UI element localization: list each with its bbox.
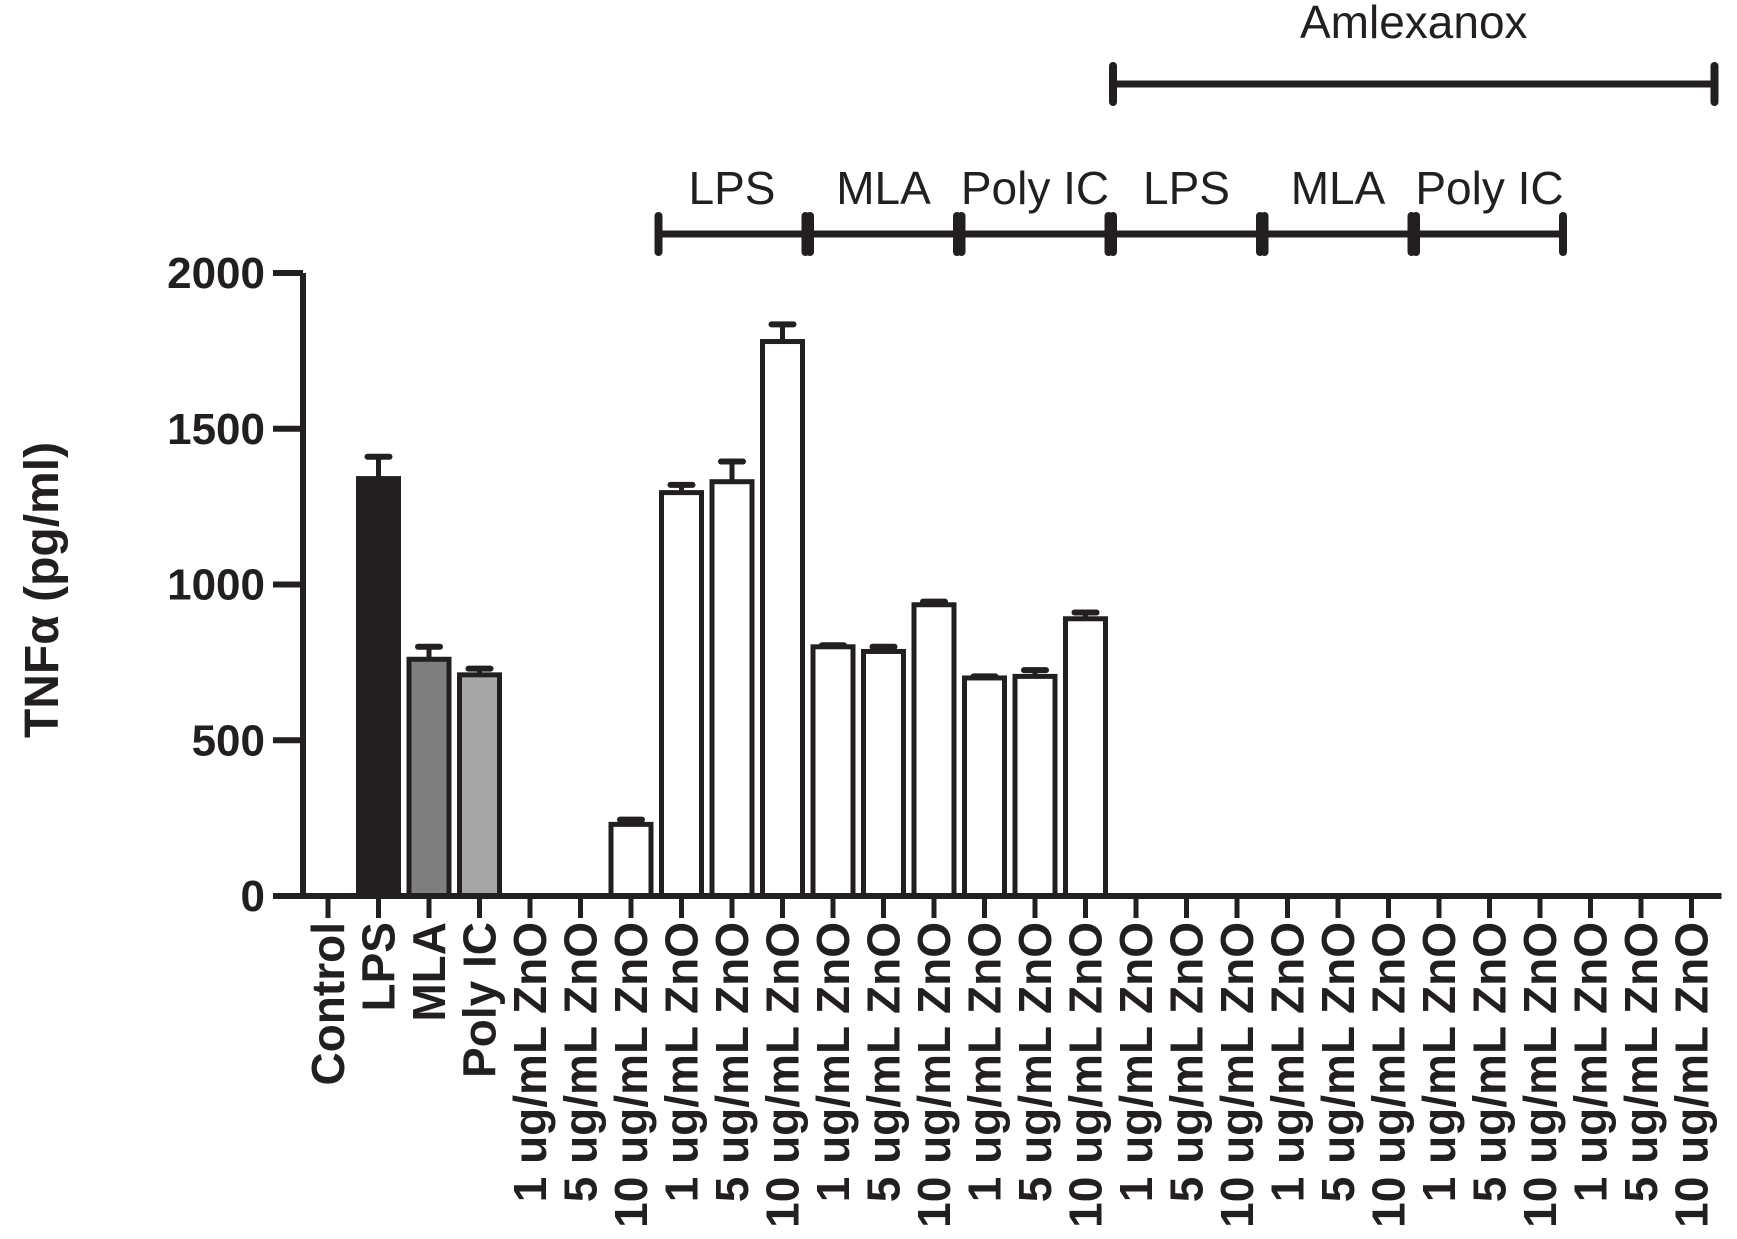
x-tick-label: 5 ug/mL ZnO: [1312, 922, 1364, 1202]
y-tick-label: 1500: [167, 405, 265, 454]
bar: [608, 821, 654, 899]
group-bracket-label: LPS: [1143, 162, 1230, 214]
bar: [911, 602, 957, 899]
x-tick-label: 5 ug/mL ZnO: [1464, 922, 1516, 1202]
bar: [861, 648, 906, 899]
x-tick-label: 10 ug/mL ZnO: [1211, 922, 1263, 1228]
bar: [356, 476, 401, 899]
y-tick-label: 2000: [167, 249, 265, 298]
x-tick-label: 10 ug/mL ZnO: [1666, 922, 1718, 1228]
x-tick-label: 1 ug/mL ZnO: [1565, 922, 1617, 1202]
x-tick-label: 5 ug/mL ZnO: [555, 922, 607, 1202]
x-tick-label: 1 ug/mL ZnO: [1413, 922, 1465, 1202]
group-bracket-label: MLA: [836, 162, 931, 214]
bar: [810, 644, 856, 899]
bar: [457, 672, 502, 899]
group-bracket-label: LPS: [689, 162, 776, 214]
y-tick-label: 0: [241, 872, 265, 921]
bar: [659, 490, 704, 899]
x-tick-label: 5 ug/mL ZnO: [858, 922, 910, 1202]
y-tick-label: 500: [192, 716, 265, 765]
x-tick-label: 10 ug/mL ZnO: [1514, 922, 1566, 1228]
x-tick-label: 1 ug/mL ZnO: [959, 922, 1011, 1202]
x-tick-label: 1 ug/mL ZnO: [1262, 922, 1314, 1202]
y-axis: 0 500 1000 1500 2000: [167, 249, 306, 921]
bar: [962, 675, 1007, 899]
y-axis-label: TNFα (pg/ml): [16, 442, 69, 738]
treatment-brackets: LPS MLA Poly IC LPS MLA Poly IC Amlexanox: [654, 0, 1719, 256]
x-tick-label: 10 ug/mL ZnO: [605, 922, 657, 1228]
x-tick-label: 1 ug/mL ZnO: [504, 922, 556, 1202]
x-tick-label: 5 ug/mL ZnO: [706, 922, 758, 1202]
group-bracket-label: Poly IC: [961, 162, 1109, 214]
bar-series: [356, 321, 1108, 899]
bar: [1063, 616, 1108, 899]
x-tick-label: 1 ug/mL ZnO: [807, 922, 859, 1202]
bar: [1012, 673, 1058, 899]
x-tick-label: 10 ug/mL ZnO: [908, 922, 960, 1228]
x-tick-label: 10 ug/mL ZnO: [757, 922, 809, 1228]
x-tick-label: 10 ug/mL ZnO: [1363, 922, 1415, 1228]
x-tick-label: 10 ug/mL ZnO: [1060, 922, 1112, 1228]
x-tick-label: LPS: [353, 922, 405, 1011]
x-tick-label: 1 ug/mL ZnO: [1110, 922, 1162, 1202]
bar: [760, 339, 805, 899]
amlexanox-bracket-label: Amlexanox: [1300, 0, 1528, 48]
group-bracket-label: MLA: [1291, 162, 1386, 214]
x-tick-label: MLA: [403, 922, 455, 1022]
x-tick-label: 5 ug/mL ZnO: [1615, 922, 1667, 1202]
y-tick-label: 1000: [167, 561, 265, 610]
x-tick-label: Control: [302, 922, 354, 1086]
x-tick-label: 5 ug/mL ZnO: [1009, 922, 1061, 1202]
x-tick-label: 1 ug/mL ZnO: [656, 922, 708, 1202]
bar: [406, 656, 452, 899]
group-bracket-label: Poly IC: [1415, 162, 1563, 214]
x-tick-label: Poly IC: [454, 922, 506, 1078]
x-tick-label: 5 ug/mL ZnO: [1161, 922, 1213, 1202]
bar: [709, 479, 755, 899]
